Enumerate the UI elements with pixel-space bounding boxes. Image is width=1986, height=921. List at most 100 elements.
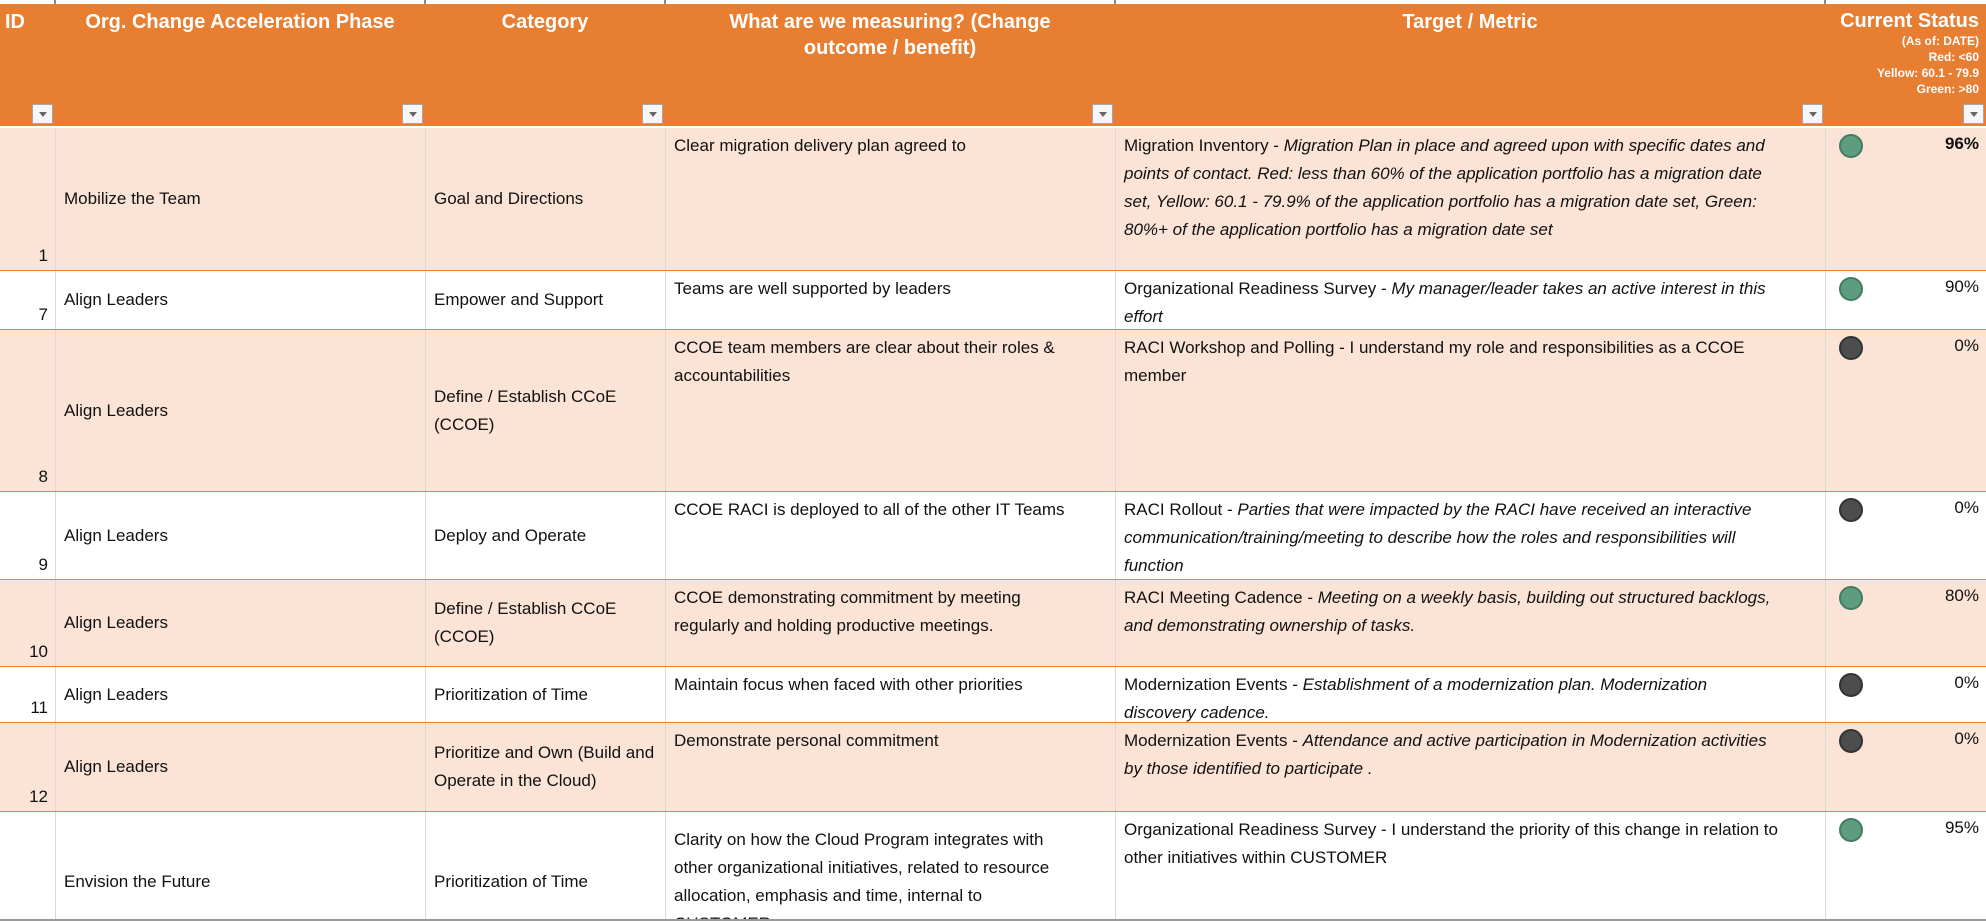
phase-text: Align Leaders	[64, 525, 168, 545]
cell-status[interactable]: 95%	[1825, 812, 1986, 921]
cell-id[interactable]: 9	[0, 492, 55, 579]
column-header-label: Category	[501, 11, 589, 33]
cell-phase[interactable]: Align Leaders	[55, 580, 425, 666]
filter-dropdown-button[interactable]	[642, 104, 663, 124]
status-indicator-icon	[1839, 818, 1863, 842]
target-metric-name: RACI Workshop and Polling - I understand…	[1124, 338, 1745, 385]
cell-category[interactable]: Prioritization of Time	[425, 812, 665, 921]
cell-target-metric[interactable]: RACI Rollout - Parties that were impacte…	[1115, 492, 1825, 579]
cell-id[interactable]: 8	[0, 330, 55, 491]
status-value: 0%	[1954, 498, 1979, 517]
cell-id[interactable]: 11	[0, 667, 55, 722]
cell-status[interactable]: 0%	[1825, 723, 1986, 811]
cell-phase[interactable]: Align Leaders	[55, 271, 425, 329]
cell-target-metric[interactable]: RACI Meeting Cadence - Meeting on a week…	[1115, 580, 1825, 666]
filter-dropdown-button[interactable]	[1802, 104, 1823, 124]
cell-phase[interactable]: Mobilize the Team	[55, 128, 425, 270]
cell-target-metric[interactable]: Organizational Readiness Survey - I unde…	[1115, 812, 1825, 921]
phase-text: Align Leaders	[64, 613, 168, 632]
filter-dropdown-button[interactable]	[402, 104, 423, 124]
cell-status[interactable]: 96%	[1825, 128, 1986, 270]
cell-phase[interactable]: Align Leaders	[55, 492, 425, 579]
row-id: 1	[38, 246, 48, 265]
cell-measuring[interactable]: CCOE RACI is deployed to all of the othe…	[665, 492, 1115, 579]
chevron-down-icon	[1969, 111, 1978, 117]
measuring-text: Clear migration delivery plan agreed to	[674, 136, 966, 155]
cell-category[interactable]: Prioritization of Time	[425, 667, 665, 722]
measuring-text: CCOE RACI is deployed to all of the othe…	[674, 500, 1065, 519]
category-text: Prioritization of Time	[434, 871, 588, 891]
table-row: 7 Align Leaders Empower and Support Team…	[0, 271, 1986, 330]
measuring-text: CCOE team members are clear about their …	[674, 338, 1055, 385]
category-text: Define / Establish CCoE (CCOE)	[434, 599, 617, 646]
cell-measuring[interactable]: Demonstrate personal commitment	[665, 723, 1115, 811]
cell-category[interactable]: Goal and Directions	[425, 128, 665, 270]
column-header-label: ID	[5, 11, 25, 33]
cell-id[interactable]: 10	[0, 580, 55, 666]
status-indicator-icon	[1839, 336, 1863, 360]
gridline-tick	[424, 0, 426, 4]
phase-text: Mobilize the Team	[64, 189, 201, 208]
phase-text: Align Leaders	[64, 757, 168, 776]
column-header-category: Category	[425, 4, 665, 126]
cell-status[interactable]: 80%	[1825, 580, 1986, 666]
cell-category[interactable]: Define / Establish CCoE (CCOE)	[425, 580, 665, 666]
cell-phase[interactable]: Align Leaders	[55, 667, 425, 722]
cell-category[interactable]: Deploy and Operate	[425, 492, 665, 579]
status-value: 80%	[1944, 586, 1979, 605]
measuring-text: Demonstrate personal commitment	[674, 731, 939, 750]
table-row: 8 Align Leaders Define / Establish CCoE …	[0, 330, 1986, 492]
measuring-text: Maintain focus when faced with other pri…	[674, 675, 1023, 694]
cell-status[interactable]: 0%	[1825, 330, 1986, 491]
cell-phase[interactable]: Envision the Future	[55, 812, 425, 921]
target-metric-name: Modernization Events -	[1124, 675, 1303, 694]
cell-status[interactable]: 90%	[1825, 271, 1986, 329]
filter-dropdown-button[interactable]	[1092, 104, 1113, 124]
cell-status[interactable]: 0%	[1825, 492, 1986, 579]
cell-category[interactable]: Prioritize and Own (Build and Operate in…	[425, 723, 665, 811]
status-legend-line: (As of: DATE)	[1901, 34, 1979, 48]
column-header-id: ID	[0, 4, 55, 126]
cell-target-metric[interactable]: Modernization Events - Attendance and ac…	[1115, 723, 1825, 811]
cell-measuring[interactable]: Clear migration delivery plan agreed to	[665, 128, 1115, 270]
bottom-edge-divider	[0, 919, 1986, 921]
cell-id[interactable]: 1	[0, 128, 55, 270]
status-indicator-icon	[1839, 277, 1863, 301]
cell-phase[interactable]: Align Leaders	[55, 330, 425, 491]
cell-category[interactable]: Define / Establish CCoE (CCOE)	[425, 330, 665, 491]
cell-status[interactable]: 0%	[1825, 667, 1986, 722]
table-row: 11 Align Leaders Prioritization of Time …	[0, 667, 1986, 723]
phase-text: Align Leaders	[64, 290, 168, 309]
table-row: 10 Align Leaders Define / Establish CCoE…	[0, 580, 1986, 667]
cell-measuring[interactable]: Teams are well supported by leaders	[665, 271, 1115, 329]
status-value: 0%	[1954, 729, 1979, 748]
cell-category[interactable]: Empower and Support	[425, 271, 665, 329]
category-text: Prioritize and Own (Build and Operate in…	[434, 743, 655, 790]
column-header-label: Org. Change Acceleration Phase	[85, 11, 395, 33]
phase-text: Envision the Future	[64, 871, 211, 891]
cell-phase[interactable]: Align Leaders	[55, 723, 425, 811]
table-row: 1 Mobilize the Team Goal and Directions …	[0, 128, 1986, 271]
cell-target-metric[interactable]: Modernization Events - Establishment of …	[1115, 667, 1825, 722]
cell-measuring[interactable]: CCOE team members are clear about their …	[665, 330, 1115, 491]
filter-dropdown-button[interactable]	[1963, 104, 1984, 124]
cell-target-metric[interactable]: Migration Inventory - Migration Plan in …	[1115, 128, 1825, 270]
filter-dropdown-button[interactable]	[32, 104, 53, 124]
column-header-label: Target / Metric	[1402, 11, 1538, 33]
cell-target-metric[interactable]: Organizational Readiness Survey - My man…	[1115, 271, 1825, 329]
cell-target-metric[interactable]: RACI Workshop and Polling - I understand…	[1115, 330, 1825, 491]
chevron-down-icon	[408, 111, 417, 117]
cell-id[interactable]: 12	[0, 723, 55, 811]
cell-measuring[interactable]: CCOE demonstrating commitment by meeting…	[665, 580, 1115, 666]
cell-measuring[interactable]: Clarity on how the Cloud Program integra…	[665, 812, 1115, 921]
category-text: Empower and Support	[434, 290, 604, 309]
cell-id[interactable]: 7	[0, 271, 55, 329]
status-value: 95%	[1944, 818, 1979, 837]
status-value: 90%	[1944, 277, 1979, 296]
status-indicator-icon	[1839, 134, 1863, 158]
chevron-down-icon	[1098, 111, 1107, 117]
chevron-down-icon	[648, 111, 657, 117]
cell-id[interactable]: 15	[0, 812, 55, 921]
cell-measuring[interactable]: Maintain focus when faced with other pri…	[665, 667, 1115, 722]
row-id: 11	[30, 698, 48, 717]
